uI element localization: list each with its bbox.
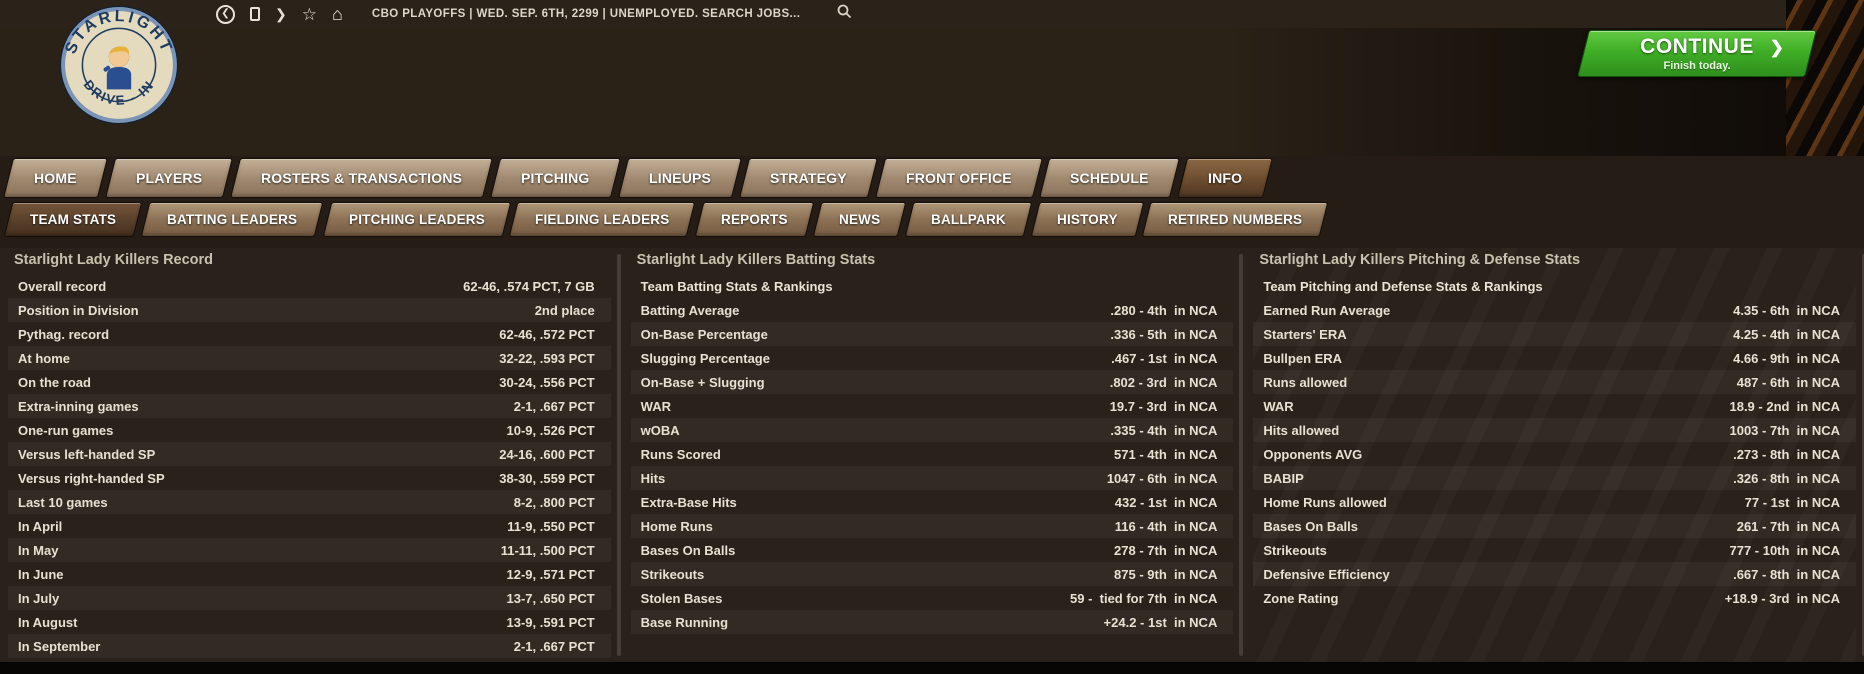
- bookmark-star-icon[interactable]: ☆: [301, 4, 317, 24]
- sub-tab[interactable]: PITCHING LEADERS: [322, 202, 511, 237]
- stat-row: On-Base + Slugging .802 - 3rd in NCA: [630, 370, 1234, 394]
- stat-row: Bullpen ERA 4.66 - 9th in NCA: [1263, 350, 1841, 366]
- stop-icon[interactable]: [250, 7, 260, 21]
- record-rows: Overall record 62-46, .574 PCT, 7 GB Posi…: [8, 274, 611, 658]
- sub-tab[interactable]: HISTORY: [1030, 202, 1144, 237]
- sub-tab-bar: TEAM STATS BATTING LEADERS PITCHING LEADER…: [0, 200, 1864, 240]
- stat-row: Pythag. record 62-46, .572 PCT: [18, 326, 595, 342]
- search-icon[interactable]: [837, 4, 852, 24]
- stat-row: In August 13-9, .591 PCT: [18, 614, 595, 630]
- stat-row: At home 32-22, .593 PCT: [8, 346, 611, 370]
- logo-vaultboy-figure: [103, 46, 132, 90]
- corner-stripes-decor: [1786, 0, 1864, 156]
- stat-row: Defensive Efficiency .667 - 8th in NCA: [1253, 562, 1857, 586]
- stat-row: Home Runs allowed 77 - 1st in NCA: [1263, 494, 1841, 510]
- stat-row: Base Running +24.2 - 1st in NCA: [630, 610, 1234, 634]
- team-logo-badge[interactable]: STARLIGHT DRIVE - IN: [58, 4, 180, 126]
- stat-row: Earned Run Average 4.35 - 6th in NCA: [1263, 302, 1841, 318]
- batting-rows: Batting Average .280 - 4th in NCA On-Base…: [630, 298, 1234, 634]
- stat-row: BABIP .326 - 8th in NCA: [1253, 466, 1857, 490]
- stat-row: In May 11-11, .500 PCT: [8, 538, 611, 562]
- scrollbar[interactable]: [616, 254, 621, 656]
- stat-row: WAR 19.7 - 3rd in NCA: [640, 398, 1218, 414]
- stat-row: Versus right-handed SP 38-30, .559 PCT: [18, 470, 595, 486]
- sub-tab[interactable]: FIELDING LEADERS: [509, 202, 697, 237]
- stat-row: Last 10 games 8-2, .800 PCT: [8, 490, 611, 514]
- sub-tab[interactable]: BATTING LEADERS: [140, 202, 324, 237]
- stat-row: In April 11-9, .550 PCT: [18, 518, 595, 534]
- stat-row: Runs Scored 571 - 4th in NCA: [640, 446, 1218, 462]
- panel-pitching-defense-stats: Starlight Lady Killers Pitching & Defens…: [1253, 248, 1864, 662]
- stat-row: Batting Average .280 - 4th in NCA: [640, 302, 1218, 318]
- main-tab-bar: HOME PLAYERS ROSTERS & TRANSACTIONS PITCHIN…: [0, 156, 1864, 200]
- stat-row: In July 13-7, .650 PCT: [8, 586, 611, 610]
- stat-row: Zone Rating +18.9 - 3rd in NCA: [1263, 590, 1841, 606]
- header-band: [0, 28, 1864, 156]
- scrollbar[interactable]: [1862, 254, 1864, 656]
- stat-row: On the road 30-24, .556 PCT: [18, 374, 595, 390]
- content-area: Starlight Lady Killers Record Overall re…: [0, 248, 1864, 662]
- back-icon[interactable]: ❮: [216, 4, 235, 24]
- continue-arrow-icon: ❯: [1769, 38, 1784, 57]
- stat-row: Versus left-handed SP 24-16, .600 PCT: [8, 442, 611, 466]
- stat-row: Extra-Base Hits 432 - 1st in NCA: [640, 494, 1218, 510]
- stat-row: Bases On Balls 278 - 7th in NCA: [640, 542, 1218, 558]
- panel-subheader: Team Batting Stats & Rankings: [640, 278, 833, 294]
- forward-icon[interactable]: ❯: [275, 6, 287, 22]
- panel-batting-stats: Starlight Lady Killers Batting Stats Tea…: [630, 248, 1244, 662]
- stat-row: In September 2-1, .667 PCT: [8, 634, 611, 658]
- stat-row: Opponents AVG .273 - 8th in NCA: [1263, 446, 1841, 462]
- panel-title: Starlight Lady Killers Batting Stats: [636, 252, 876, 268]
- panel-team-record: Starlight Lady Killers Record Overall re…: [8, 248, 621, 662]
- stat-row: Starters' ERA 4.25 - 4th in NCA: [1253, 322, 1857, 346]
- panel-title: Starlight Lady Killers Pitching & Defens…: [1259, 252, 1581, 268]
- bottom-bar: [0, 662, 1864, 674]
- stat-row: Hits 1047 - 6th in NCA: [630, 466, 1234, 490]
- main-tab[interactable]: SCHEDULE: [1039, 158, 1181, 198]
- stat-row: Bases On Balls 261 - 7th in NCA: [1253, 514, 1857, 538]
- sub-tab[interactable]: BALLPARK: [904, 202, 1033, 237]
- main-tab[interactable]: ROSTERS & TRANSACTIONS: [230, 158, 494, 198]
- main-tab[interactable]: FRONT OFFICE: [874, 158, 1043, 198]
- stat-row: Home Runs 116 - 4th in NCA: [630, 514, 1234, 538]
- stat-row: Strikeouts 777 - 10th in NCA: [1263, 542, 1841, 558]
- panel-subheader: Team Pitching and Defense Stats & Rankin…: [1263, 278, 1543, 294]
- stat-row: Hits allowed 1003 - 7th in NCA: [1253, 418, 1857, 442]
- stat-row: In June 12-9, .571 PCT: [18, 566, 595, 582]
- stat-row: Position in Division 2nd place: [8, 298, 611, 322]
- stat-row: Overall record 62-46, .574 PCT, 7 GB: [18, 278, 595, 294]
- scrollbar[interactable]: [1239, 254, 1244, 656]
- stat-row: On-Base Percentage .336 - 5th in NCA: [630, 322, 1234, 346]
- top-navigation-bar: ❮ ❯ ☆ ⌂ CBO PLAYOFFS | WED. SEP. 6TH, 22…: [0, 0, 1864, 28]
- continue-button[interactable]: CONTINUE Finish today. ❯: [1577, 30, 1817, 77]
- main-tab[interactable]: PITCHING: [490, 158, 621, 198]
- panel-title: Starlight Lady Killers Record: [14, 252, 214, 268]
- stat-row: WAR 18.9 - 2nd in NCA: [1263, 398, 1841, 414]
- stat-row: wOBA .335 - 4th in NCA: [630, 418, 1234, 442]
- sub-tab[interactable]: REPORTS: [694, 202, 814, 237]
- stat-row: Slugging Percentage .467 - 1st in NCA: [640, 350, 1218, 366]
- stat-row: Stolen Bases 59 - tied for 7th in NCA: [640, 590, 1218, 606]
- sub-tab[interactable]: NEWS: [812, 202, 907, 237]
- sub-tab[interactable]: RETIRED NUMBERS: [1142, 202, 1330, 237]
- stat-row: Strikeouts 875 - 9th in NCA: [630, 562, 1234, 586]
- pitching-rows: Earned Run Average 4.35 - 6th in NCA Star…: [1253, 298, 1857, 610]
- stat-row: Runs allowed 487 - 6th in NCA: [1253, 370, 1857, 394]
- main-tab[interactable]: HOME: [3, 158, 108, 198]
- home-icon[interactable]: ⌂: [331, 4, 343, 24]
- stat-row: Extra-inning games 2-1, .667 PCT: [8, 394, 611, 418]
- stat-row: One-run games 10-9, .526 PCT: [18, 422, 595, 438]
- main-tab[interactable]: INFO: [1177, 158, 1274, 198]
- sub-tab[interactable]: TEAM STATS: [3, 202, 143, 237]
- status-text: CBO PLAYOFFS | WED. SEP. 6TH, 2299 | UNE…: [371, 8, 801, 20]
- main-tab[interactable]: LINEUPS: [617, 158, 742, 198]
- main-tab[interactable]: STRATEGY: [738, 158, 878, 198]
- main-tab[interactable]: PLAYERS: [104, 158, 234, 198]
